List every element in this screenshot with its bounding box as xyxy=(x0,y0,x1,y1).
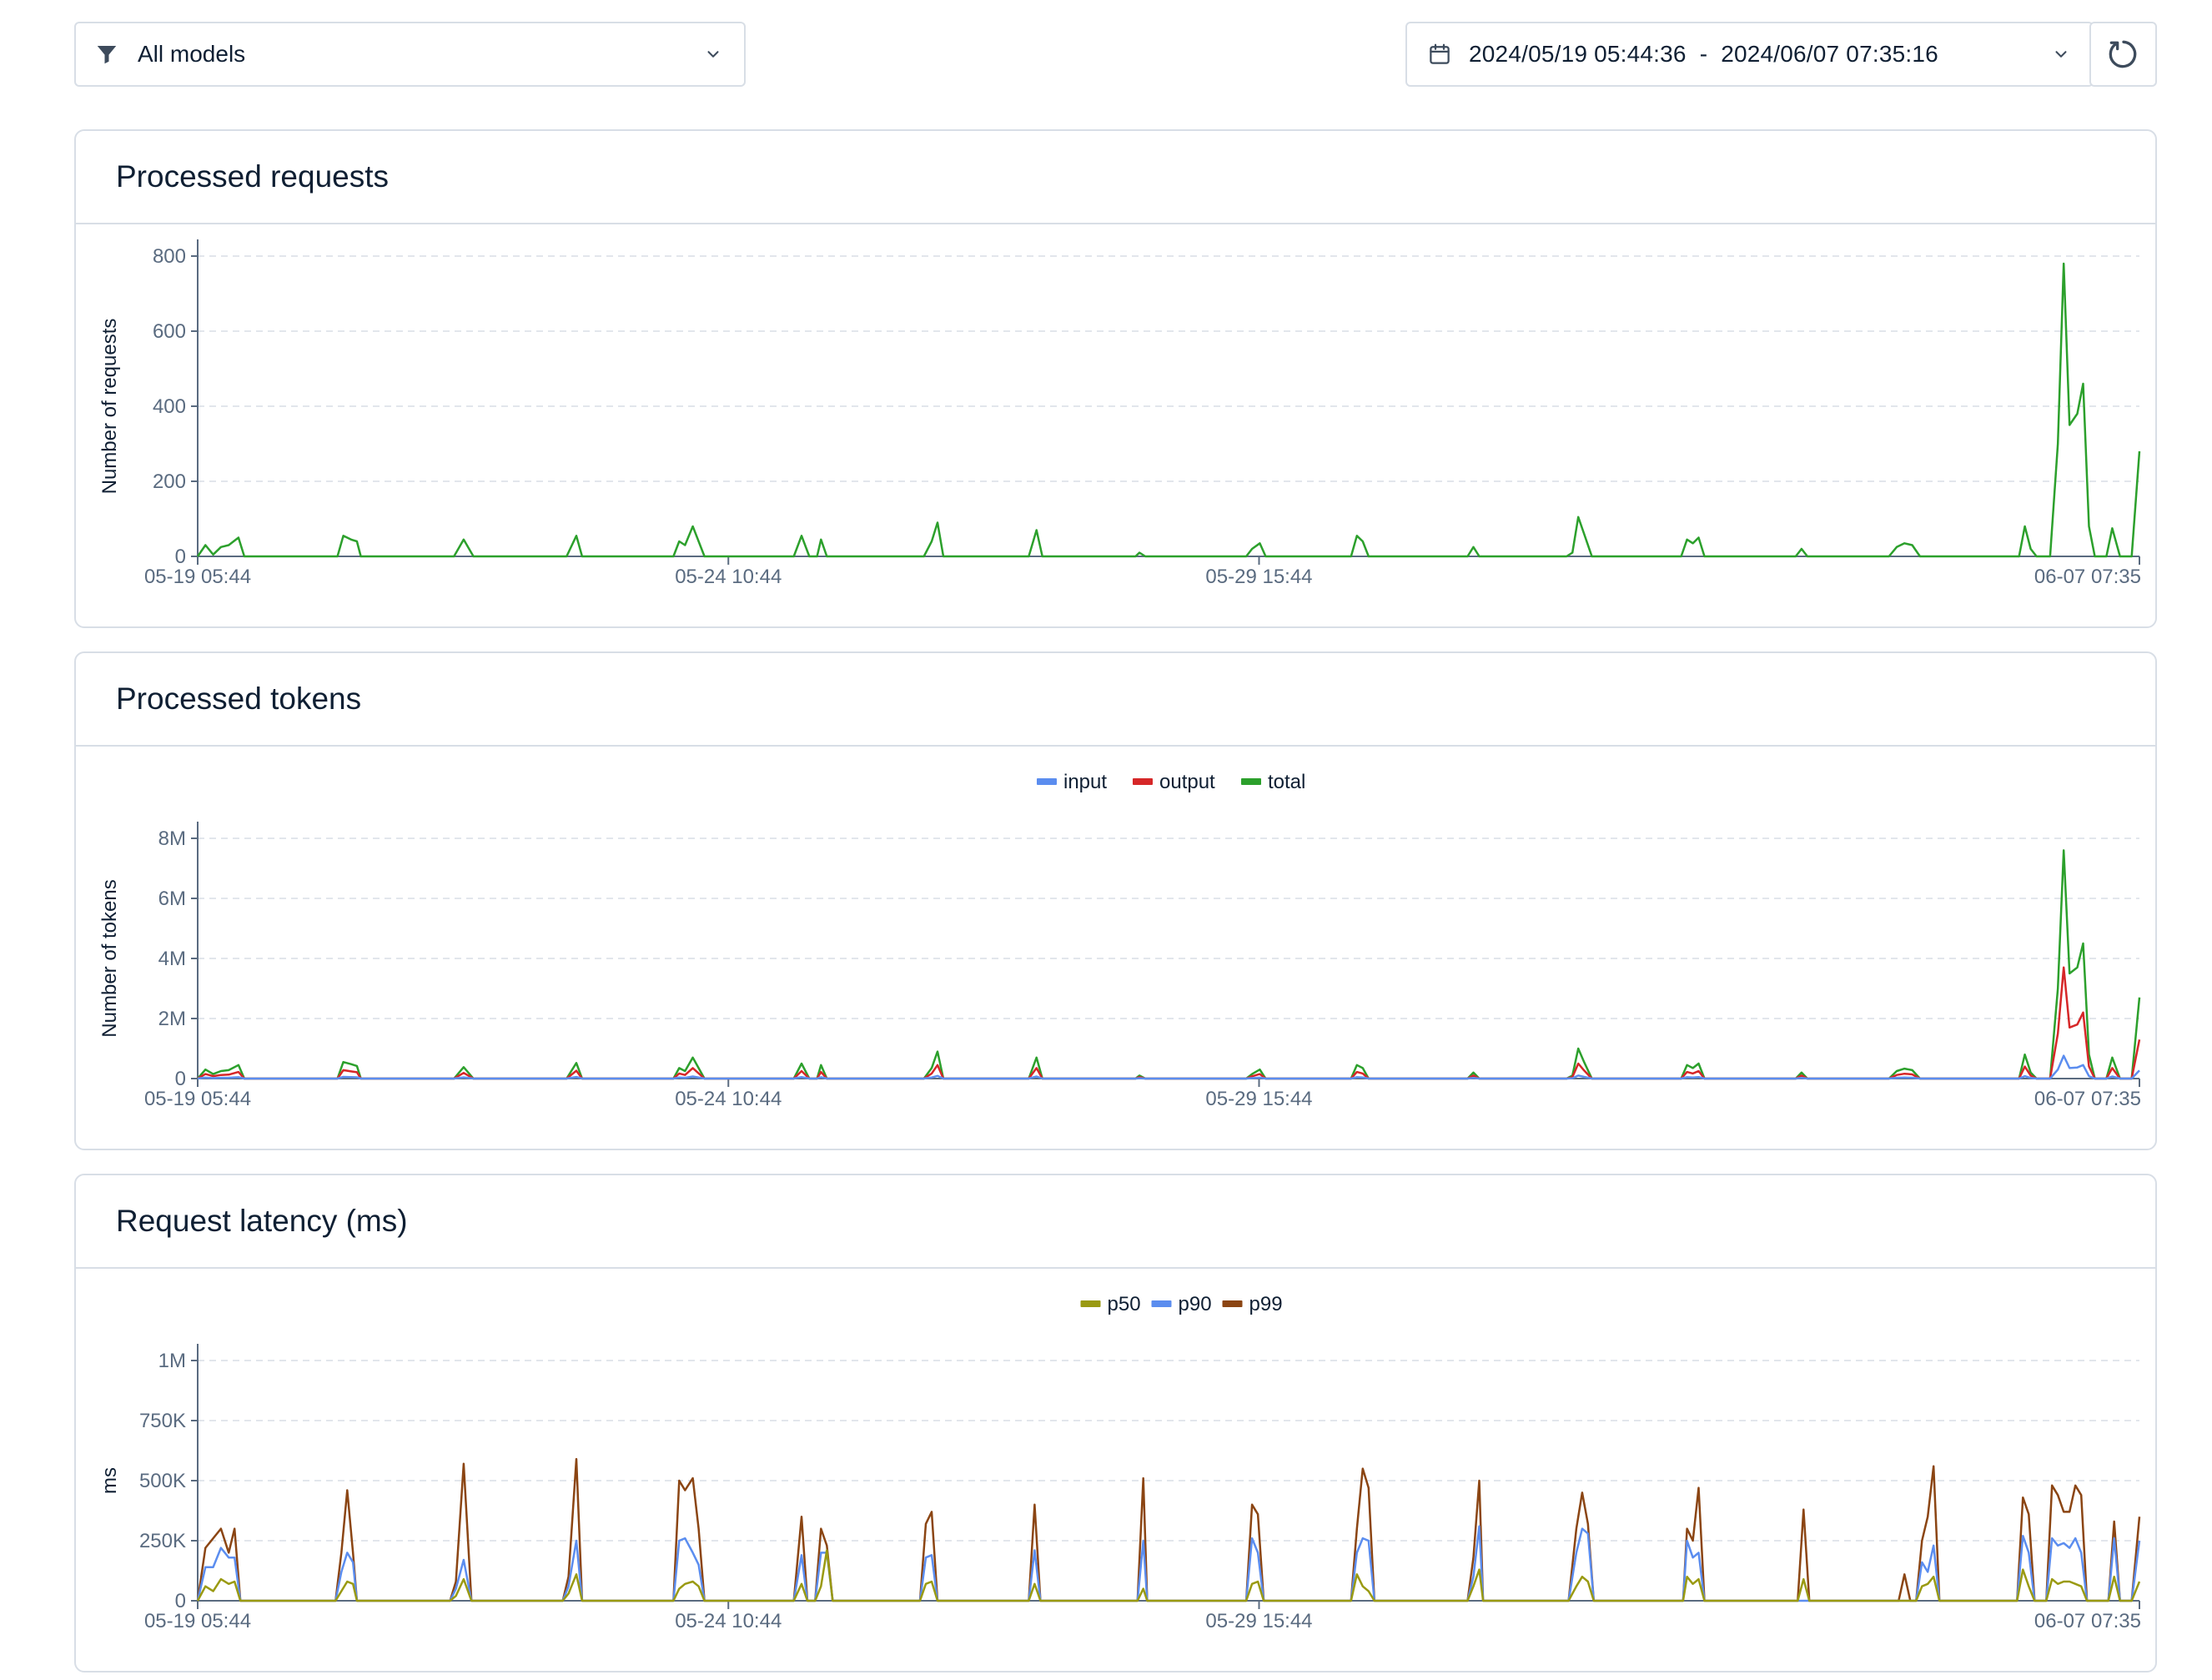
series-line-p90 xyxy=(198,1527,2139,1601)
y-tick-label: 250K xyxy=(139,1530,186,1552)
x-tick-label: 06-07 07:35 xyxy=(2034,566,2141,588)
x-tick-label: 05-29 15:44 xyxy=(1205,566,1312,588)
legend-swatch xyxy=(1152,1300,1172,1307)
date-range-end: 2024/06/07 07:35:16 xyxy=(1721,41,1938,67)
calendar-icon xyxy=(1427,42,1452,67)
y-tick-label: 0 xyxy=(175,546,186,568)
series-line-p50 xyxy=(198,1551,2139,1602)
y-axis-label: ms xyxy=(98,1467,121,1494)
series-line-requests xyxy=(198,264,2139,556)
x-tick-label: 05-19 05:44 xyxy=(144,1610,251,1632)
chart-legend: p50 p90 p99 xyxy=(1081,1293,1283,1315)
card-header: Processed requests xyxy=(76,131,2155,224)
y-tick-label: 4M xyxy=(158,948,186,970)
model-filter-select[interactable]: All models xyxy=(74,22,746,87)
legend-swatch xyxy=(1241,778,1261,785)
y-tick-label: 200 xyxy=(153,470,186,493)
legend-swatch xyxy=(1037,778,1057,785)
y-tick-label: 8M xyxy=(158,827,186,850)
date-range-start: 2024/05/19 05:44:36 xyxy=(1469,41,1687,67)
legend-label: output xyxy=(1159,771,1215,793)
chevron-down-icon xyxy=(702,43,724,65)
processed-tokens-chart: input output total 0 2M 4M 6M 8M Number of token… xyxy=(76,747,2155,1149)
refresh-icon xyxy=(2105,36,2142,73)
x-tick-label: 06-07 07:35 xyxy=(2034,1610,2141,1632)
model-filter-label: All models xyxy=(138,41,702,68)
legend-swatch xyxy=(1081,1300,1101,1307)
legend-label: total xyxy=(1268,771,1305,793)
processed-tokens-card: Processed tokens input output total 0 2M 4M 6M… xyxy=(74,651,2157,1150)
y-tick-label: 1M xyxy=(158,1350,186,1372)
card-header: Processed tokens xyxy=(76,653,2155,747)
series-line-input xyxy=(198,1056,2139,1079)
legend-swatch xyxy=(1133,778,1153,785)
y-tick-label: 400 xyxy=(153,395,186,418)
x-tick-label: 05-29 15:44 xyxy=(1205,1610,1312,1632)
chevron-down-icon xyxy=(2050,43,2072,65)
toolbar: All models 2024/05/19 05:44:36 - 2024/06… xyxy=(74,22,2157,88)
legend-swatch xyxy=(1223,1300,1243,1307)
processed-requests-card: Processed requests 0 200 400 600 800 Number o… xyxy=(74,129,2157,628)
card-title: Processed requests xyxy=(116,159,389,194)
request-latency-card: Request latency (ms) p50 p90 p99 0 250K 500K 7… xyxy=(74,1174,2157,1672)
filter-icon xyxy=(94,42,119,67)
y-tick-label: 800 xyxy=(153,245,186,268)
card-title: Processed tokens xyxy=(116,682,361,717)
card-title: Request latency (ms) xyxy=(116,1204,408,1239)
series-line-total xyxy=(198,850,2139,1079)
x-tick-label: 05-24 10:44 xyxy=(675,1088,782,1110)
card-header: Request latency (ms) xyxy=(76,1175,2155,1269)
y-tick-label: 500K xyxy=(139,1470,186,1492)
date-range-separator: - xyxy=(1700,41,1708,67)
legend-label: input xyxy=(1063,771,1107,793)
y-axis-label: Number of tokens xyxy=(98,879,121,1037)
x-tick-label: 05-19 05:44 xyxy=(144,566,251,588)
y-tick-label: 0 xyxy=(175,1068,186,1090)
y-axis-label: Number of requests xyxy=(98,319,121,495)
x-tick-label: 05-24 10:44 xyxy=(675,1610,782,1632)
series-line-output xyxy=(198,968,2139,1079)
x-tick-label: 05-24 10:44 xyxy=(675,566,782,588)
x-tick-label: 05-19 05:44 xyxy=(144,1088,251,1110)
processed-requests-chart: 0 200 400 600 800 Number of requests 05-19 05:… xyxy=(76,224,2155,626)
chart-legend: input output total xyxy=(1037,771,1305,793)
legend-label: p90 xyxy=(1179,1293,1212,1315)
x-tick-label: 06-07 07:35 xyxy=(2034,1088,2141,1110)
request-latency-chart: p50 p90 p99 0 250K 500K 750K 1M ms 05-19 05:44 05-… xyxy=(76,1269,2155,1671)
y-tick-label: 0 xyxy=(175,1590,186,1612)
y-tick-label: 2M xyxy=(158,1008,186,1030)
refresh-button[interactable] xyxy=(2089,22,2157,87)
y-tick-label: 750K xyxy=(139,1410,186,1432)
date-range-text: 2024/05/19 05:44:36 - 2024/06/07 07:35:1… xyxy=(1469,41,2050,68)
date-range-picker[interactable]: 2024/05/19 05:44:36 - 2024/06/07 07:35:1… xyxy=(1405,22,2094,87)
x-tick-label: 05-29 15:44 xyxy=(1205,1088,1312,1110)
y-tick-label: 600 xyxy=(153,320,186,343)
y-tick-label: 6M xyxy=(158,888,186,910)
legend-label: p50 xyxy=(1108,1293,1141,1315)
legend-label: p99 xyxy=(1249,1293,1283,1315)
